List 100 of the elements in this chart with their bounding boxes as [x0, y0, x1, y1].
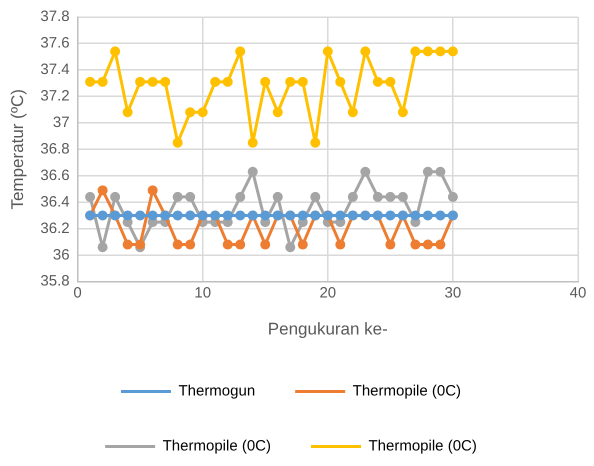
point	[435, 166, 446, 177]
point	[148, 210, 158, 220]
y-tick-label: 36.6	[40, 166, 70, 184]
x-tick-label: 10	[194, 284, 212, 302]
y-tick-label: 37.8	[40, 8, 70, 26]
point	[435, 240, 446, 250]
y-tick-label: 35.8	[40, 272, 70, 290]
point	[235, 210, 246, 220]
point	[448, 192, 458, 202]
point	[272, 192, 283, 202]
point	[148, 185, 158, 196]
point	[222, 240, 233, 250]
y-axis-title: Temperatur (ºC)	[8, 89, 27, 210]
point	[198, 107, 208, 118]
point	[210, 76, 220, 87]
point	[248, 166, 258, 177]
point	[248, 138, 258, 148]
point	[135, 210, 146, 220]
point	[235, 46, 246, 56]
point	[298, 240, 308, 250]
point	[398, 107, 408, 118]
point	[310, 138, 320, 148]
point	[410, 210, 420, 220]
point	[372, 76, 383, 87]
point	[298, 210, 308, 220]
point	[435, 210, 446, 220]
point	[135, 240, 146, 250]
y-tick-label: 36.8	[40, 140, 70, 158]
point	[122, 107, 133, 118]
point	[360, 46, 370, 56]
point	[85, 76, 96, 87]
point	[335, 210, 346, 220]
point	[148, 76, 158, 87]
point	[372, 192, 383, 202]
legend-label: Thermogun	[178, 382, 256, 400]
point	[185, 192, 196, 202]
point	[385, 192, 396, 202]
point	[322, 46, 333, 56]
point	[260, 76, 270, 87]
point	[98, 242, 108, 252]
y-tick-label: 36	[52, 246, 70, 264]
point	[122, 240, 133, 250]
point	[235, 192, 246, 202]
point	[422, 46, 433, 56]
y-tick-label: 37.4	[40, 61, 70, 78]
y-tick-label: 37	[52, 114, 70, 131]
point	[98, 210, 108, 220]
legend-label: Thermopile (0C)	[162, 438, 272, 455]
y-tick-label: 37.6	[40, 34, 70, 52]
point	[222, 210, 233, 220]
point	[448, 46, 458, 56]
point	[335, 76, 346, 87]
x-tick-label: 30	[444, 284, 462, 302]
point	[222, 76, 233, 87]
point	[298, 76, 308, 87]
point	[110, 192, 120, 202]
y-tick-label: 36.2	[40, 220, 70, 237]
point	[272, 107, 283, 118]
x-axis-title: Pengukuran ke-	[268, 319, 388, 338]
point	[410, 240, 420, 250]
point	[122, 210, 133, 220]
point	[85, 192, 96, 202]
point	[385, 76, 396, 87]
point	[172, 210, 183, 220]
point	[235, 240, 246, 250]
point	[385, 210, 396, 220]
point	[422, 240, 433, 250]
legend-label: Thermopile (0C)	[368, 438, 477, 455]
point	[172, 192, 183, 202]
point	[422, 166, 433, 177]
point	[422, 210, 433, 220]
point	[398, 192, 408, 202]
point	[435, 46, 446, 56]
point	[285, 242, 296, 252]
point	[385, 240, 396, 250]
point	[260, 210, 270, 220]
point	[335, 240, 346, 250]
point	[360, 166, 370, 177]
point	[185, 107, 196, 118]
point	[172, 240, 183, 250]
point	[172, 138, 183, 148]
point	[98, 185, 108, 196]
point	[285, 76, 296, 87]
y-tick-label: 36.4	[40, 193, 70, 210]
point	[110, 46, 120, 56]
y-tick-label: 37.2	[40, 88, 70, 105]
point	[348, 192, 358, 202]
point	[185, 240, 196, 250]
point	[160, 76, 170, 87]
x-tick-label: 20	[319, 284, 336, 302]
x-tick-label: 0	[73, 284, 82, 302]
x-tick-label: 40	[570, 284, 586, 302]
legend-label: Thermopile (0C)	[352, 382, 462, 400]
point	[98, 76, 108, 87]
point	[348, 107, 358, 118]
point	[185, 210, 196, 220]
point	[410, 46, 420, 56]
point	[260, 240, 270, 250]
point	[310, 192, 320, 202]
point	[135, 76, 146, 87]
